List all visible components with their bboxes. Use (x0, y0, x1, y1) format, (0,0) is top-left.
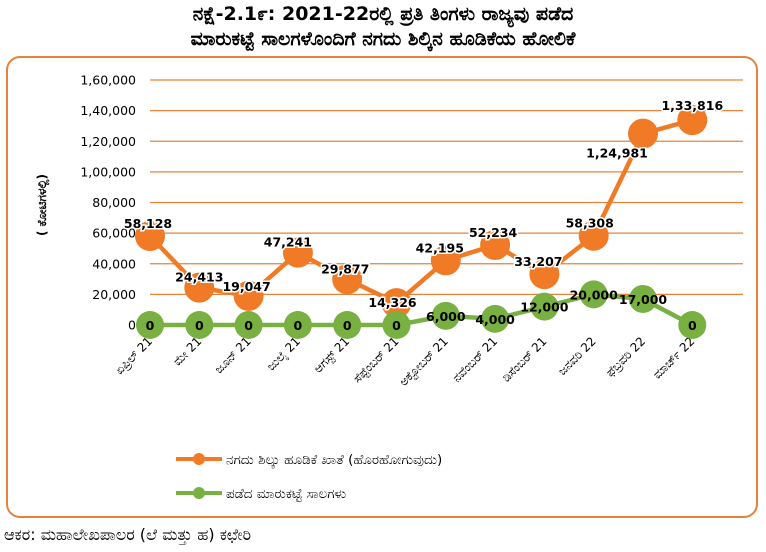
legend: ನಗದು ಶಿಲ್ಕು ಹೂಡಿಕೆ ಖಾತೆ (ಹೊರಹೋಗುವುದು) ಪಡೆ… (176, 452, 442, 502)
data-label-series-1: 29,877 (321, 261, 369, 276)
y-tick-label: 1,60,000 (80, 73, 136, 88)
data-label-series-2: 0 (244, 318, 253, 333)
data-label-series-1: 14,326 (368, 295, 417, 310)
chart-frame (6, 56, 758, 518)
series-1-marker (578, 220, 609, 251)
series-1-marker (135, 220, 165, 251)
y-tick-label: 60,000 (92, 226, 136, 241)
x-axis-tick-labels: ಏಪ್ರಿಲ್ 21 ಮೇ 21 ಜೂನ್ 21 ಜುಲೈ 21 ಆಗಸ್ಟ್ 21ಸೆ… (112, 334, 697, 389)
data-label-series-1: 19,047 (222, 279, 270, 294)
legend-swatch-marker (193, 487, 205, 499)
series-1-marker (233, 280, 264, 311)
series-2-marker (579, 280, 608, 309)
y-tick-label: 0 (128, 318, 136, 333)
legend-label: ಪಡೆದ ಮಾರುಕಟ್ಟೆ ಸಾಲಗಳು (226, 486, 346, 502)
series-1-marker (282, 237, 313, 268)
data-label-series-1: 42,195 (416, 240, 464, 255)
data-label-series-1: 58,308 (566, 216, 614, 231)
data-label-series-2: 0 (146, 318, 155, 333)
y-tick-label: 1,20,000 (80, 134, 136, 149)
series-2-marker (185, 311, 214, 339)
series-1-marker (529, 259, 560, 290)
x-tick-label: ಮಾರ್ಚ್ 22 (650, 334, 697, 381)
x-tick-label: ಜುಲೈ 21 (264, 334, 304, 374)
x-tick-label: ಜನವರಿ 22 (555, 334, 599, 378)
x-tick-label: ಏಪ್ರಿಲ್ 21 (112, 334, 155, 377)
data-label-series-2: 12,000 (520, 300, 569, 315)
data-label-series-1: 33,207 (514, 254, 562, 269)
y-tick-label: 1,40,000 (80, 103, 136, 118)
series-2-marker (678, 311, 707, 339)
data-label-series-2: 17,000 (619, 292, 668, 307)
data-label-series-2: 0 (294, 318, 303, 333)
series-2-marker (333, 311, 362, 339)
series-2-marker (481, 304, 510, 333)
series-1-marker (628, 118, 658, 149)
x-tick-label: ಸೆಪ್ಟೆಂಬರ್ 21 (350, 334, 401, 385)
series-2-marker (283, 311, 312, 339)
x-tick-label: ಅಕ್ಟೋಬರ್ 21 (396, 334, 451, 389)
data-label-series-2: 6,000 (426, 309, 466, 324)
legend-label: ನಗದು ಶಿಲ್ಕು ಹೂಡಿಕೆ ಖಾತೆ (ಹೊರಹೋಗುವುದು) (226, 452, 442, 469)
y-axis-label: ( ಕೋಟಿಗಳಲ್ಲಿ) (35, 174, 51, 236)
series-1-marker (332, 264, 363, 295)
y-axis-tick-labels: 0 20,000 40,000 60,000 80,000 1,00,000 1,20,00… (80, 73, 136, 333)
data-label-series-2: 20,000 (570, 287, 619, 302)
title-line-1: ನಕ್ಷೆ-2.1೯: 2021-22ರಲ್ಲಿ ಪ್ರತಿ ತಿಂಗಳು ರಾ… (192, 3, 574, 25)
series-1-marker (430, 245, 461, 276)
y-tick-label: 80,000 (92, 195, 136, 210)
x-tick-label: ಫೆಬ್ರವರಿ 22 (603, 334, 648, 379)
series-1-marker (184, 272, 215, 303)
legend-swatch-marker (193, 453, 205, 465)
data-label-series-1: 1,33,816 (661, 98, 723, 113)
data-label-series-2: 0 (392, 318, 401, 333)
data-label-series-2: 0 (343, 318, 352, 333)
series-2-marker (431, 301, 460, 330)
y-tick-label: 40,000 (92, 256, 136, 271)
series-2-marker (234, 311, 263, 339)
x-tick-label: ಜೂನ್ 21 (212, 334, 254, 376)
data-label-series-1: 1,24,981 (586, 146, 648, 161)
data-label-series-2: 4,000 (475, 312, 515, 327)
data-label-series-1: 24,413 (175, 270, 223, 285)
series-2-marker (136, 311, 164, 339)
series-2-marker (530, 292, 559, 321)
series-2-marker (629, 284, 657, 313)
series-1-marker (381, 288, 412, 319)
title-line-2: ಮಾರುಕಟ್ಟೆ ಸಾಲಗಳೊಂದಿಗೆ ನಗದು ಶಿಲ್ಕಿನ ಹೂಡಿಕ… (190, 28, 576, 50)
y-tick-label: 20,000 (92, 287, 136, 302)
x-tick-label: ಡಿಸೆಂಬರ್ 21 (499, 334, 549, 384)
series-2-marker (382, 311, 411, 339)
series-1-marker (677, 105, 708, 136)
data-label-series-2: 0 (688, 318, 697, 333)
data-label-series-1: 47,241 (264, 235, 312, 250)
y-tick-label: 1,00,000 (80, 164, 136, 179)
x-tick-label: ನವೆಂಬರ್ 21 (450, 334, 501, 385)
chart-title: ನಕ್ಷೆ-2.1೯: 2021-22ರಲ್ಲಿ ಪ್ರತಿ ತಿಂಗಳು ರಾ… (0, 2, 766, 52)
data-label-series-1: 58,128 (124, 216, 172, 231)
x-tick-label: ಆಗಸ್ಟ್ 21 (311, 334, 352, 375)
x-tick-label: ಮೇ 21 (170, 334, 204, 368)
data-label-series-2: 0 (195, 318, 204, 333)
series-markers (135, 105, 708, 339)
series-1-marker (480, 230, 511, 261)
source-note: ಆಕರ: ಮಹಾಲೇಖಪಾಲರ (ಲೆ ಮತ್ತು ಹ) ಕಛೇರಿ (4, 525, 252, 544)
data-label-series-1: 52,234 (469, 225, 518, 240)
